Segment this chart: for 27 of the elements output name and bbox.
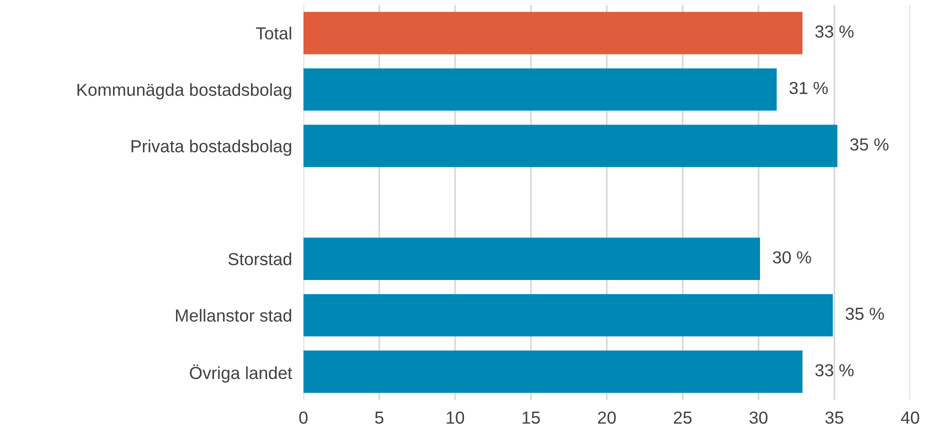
- bar: [303, 294, 833, 336]
- data-label: 35 %: [850, 138, 888, 151]
- x-tick-label: 5: [375, 412, 384, 424]
- bar: [303, 68, 777, 111]
- x-tick-label: 20: [598, 412, 616, 424]
- y-tick-label: Total: [256, 26, 292, 40]
- x-tick-label: 40: [900, 412, 920, 424]
- y-tick-label: Mellanstor stad: [176, 308, 292, 322]
- x-tick-label: 35: [825, 412, 844, 424]
- bar: [303, 12, 802, 54]
- y-tick-label: Kommunägda bostadsbolag: [78, 83, 292, 100]
- x-tick-label: 10: [446, 412, 464, 424]
- x-tick-label: 25: [674, 412, 692, 424]
- data-label: 30 %: [772, 251, 812, 264]
- data-label: 35 %: [846, 308, 884, 320]
- bar: [303, 350, 802, 393]
- data-label: 33 %: [815, 25, 854, 38]
- x-tick-label: 0: [299, 412, 308, 424]
- data-label: 33 %: [815, 364, 854, 376]
- x-tick-label: 15: [522, 412, 540, 424]
- bar: [303, 238, 760, 280]
- y-tick-label: Övriga landet: [190, 364, 292, 383]
- x-tick-label: 30: [750, 412, 768, 424]
- y-tick-label: Storstad: [228, 252, 292, 266]
- data-label: 31 %: [790, 82, 828, 94]
- bar: [303, 124, 838, 168]
- y-tick-label: Privata bostadsbolag: [132, 140, 292, 156]
